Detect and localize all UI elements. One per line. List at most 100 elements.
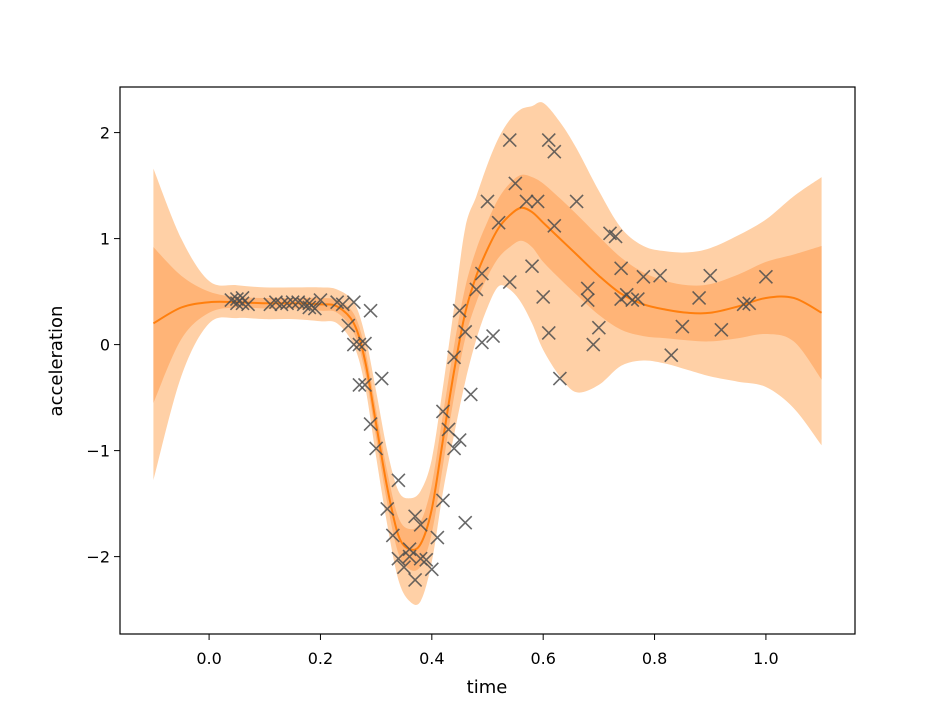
y-axis-label: acceleration: [46, 306, 67, 417]
observation-marker: [374, 371, 389, 386]
observation-marker: [541, 325, 556, 341]
observation-marker: [396, 560, 412, 575]
observation-marker: [346, 295, 361, 310]
observation-marker: [408, 509, 423, 524]
observation-marker: [279, 296, 295, 311]
observation-marker: [357, 377, 373, 392]
observation-marker: [363, 303, 378, 318]
observation-marker: [458, 324, 473, 339]
observation-marker: [625, 293, 640, 308]
observation-marker: [474, 266, 489, 281]
observation-marker: [235, 296, 250, 311]
observation-marker: [586, 337, 601, 352]
observation-marker: [391, 473, 406, 488]
observation-marker: [335, 297, 350, 312]
observation-marker: [352, 377, 367, 392]
observation-marker: [653, 268, 668, 283]
observation-marker: [664, 348, 679, 363]
observation-marker: [547, 218, 562, 233]
observation-marker: [519, 194, 534, 209]
observation-marker: [363, 417, 378, 432]
observation-marker: [675, 319, 690, 334]
observation-marker: [524, 259, 540, 274]
observation-marker: [480, 194, 495, 209]
x-axis-label: time: [467, 677, 508, 698]
observation-marker: [413, 517, 428, 532]
observation-marker: [508, 176, 523, 191]
observation-marker: [430, 530, 445, 545]
inner-confidence-band: [153, 174, 822, 571]
observation-marker: [469, 282, 484, 297]
observation-marker: [341, 318, 356, 333]
observation-marker: [474, 335, 489, 350]
observation-marker: [547, 144, 562, 159]
observation-marker: [636, 269, 651, 284]
observation-marker: [435, 493, 451, 508]
observation-marker: [285, 295, 300, 310]
observation-marker: [491, 215, 506, 230]
observation-marker: [380, 501, 395, 516]
plot-area: [152, 102, 823, 605]
observation-marker: [274, 297, 289, 312]
observation-marker: [502, 132, 517, 148]
observation-marker: [630, 291, 645, 307]
y-tick-label: −2: [86, 548, 110, 567]
observation-marker: [608, 229, 623, 244]
observation-marker: [452, 432, 467, 448]
observation-marker: [536, 289, 551, 304]
observation-marker: [714, 322, 729, 337]
observation-marker: [447, 350, 462, 365]
observation-marker: [614, 291, 629, 307]
observation-marker: [352, 337, 367, 352]
observation-marker: [241, 297, 256, 312]
observation-marker: [313, 293, 328, 308]
observation-marker: [402, 542, 417, 557]
observation-marker: [530, 194, 545, 209]
observation-marker: [346, 337, 361, 352]
x-tick-label: 0.8: [642, 649, 667, 668]
observation-marker: [452, 303, 467, 318]
x-tick-label: 0.6: [530, 649, 555, 668]
observation-marker: [369, 441, 384, 456]
observation-marker: [736, 297, 751, 312]
observation-marker: [463, 387, 478, 402]
observation-marker: [614, 261, 629, 276]
observation-marker: [302, 300, 317, 315]
observation-marker: [458, 515, 473, 530]
observation-marker: [541, 132, 556, 148]
axes-frame: [119, 86, 856, 635]
y-tick-label: 2: [100, 124, 110, 143]
observation-marker: [391, 551, 406, 566]
observation-marker: [580, 293, 595, 308]
observation-marker: [307, 301, 322, 316]
observation-marker: [569, 194, 584, 209]
observation-marker: [435, 404, 451, 419]
observation-marker: [486, 329, 501, 344]
observation-marker: [385, 528, 400, 543]
y-tick-label: −1: [86, 442, 110, 461]
observation-marker: [419, 552, 434, 567]
x-tick-label: 1.0: [753, 649, 778, 668]
x-tick-label: 0.0: [196, 649, 221, 668]
y-axis: −2 −1 0 1 2: [86, 124, 120, 567]
observation-marker: [502, 274, 517, 290]
observation-marker: [692, 290, 707, 306]
observation-marker: [591, 320, 606, 335]
observation-marker: [758, 269, 773, 284]
observation-marker: [424, 562, 439, 577]
observation-marker: [229, 291, 244, 307]
y-tick-label: 0: [100, 336, 110, 355]
observation-marker: [402, 549, 417, 564]
observation-marker: [552, 371, 567, 386]
x-tick-label: 0.2: [308, 649, 333, 668]
observation-marker: [742, 296, 757, 311]
observation-marker: [447, 441, 462, 456]
observation-marker: [357, 336, 373, 351]
observation-marker: [703, 268, 718, 283]
observation-marker: [408, 572, 423, 588]
observation-marker: [441, 422, 456, 437]
x-axis: 0.0 0.2 0.4 0.6 0.8 1.0: [196, 634, 779, 668]
observation-marker: [413, 551, 428, 566]
x-tick-label: 0.4: [419, 649, 444, 668]
